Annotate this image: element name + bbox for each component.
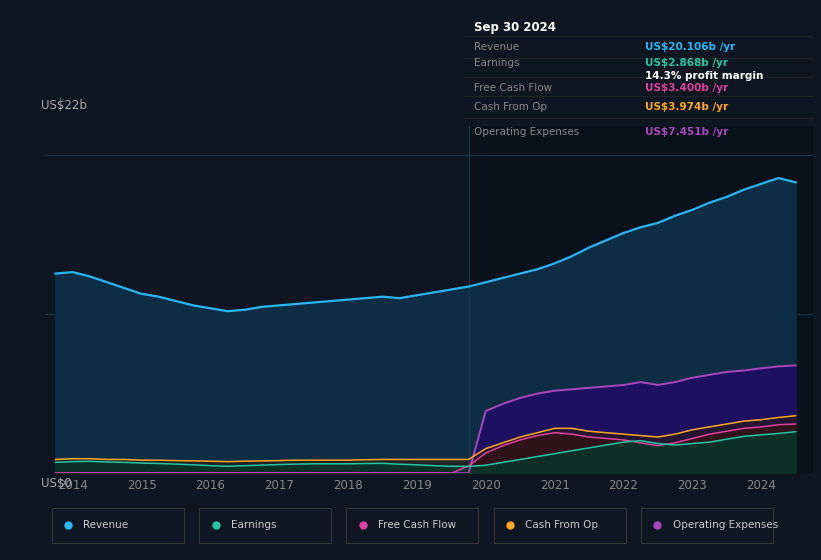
Bar: [469, 126, 813, 473]
Text: US$7.451b /yr: US$7.451b /yr: [645, 127, 728, 137]
Text: Revenue: Revenue: [84, 520, 129, 530]
Text: Free Cash Flow: Free Cash Flow: [378, 520, 456, 530]
Text: US$22b: US$22b: [41, 99, 87, 112]
Text: Operating Expenses: Operating Expenses: [672, 520, 777, 530]
Text: Earnings: Earnings: [475, 58, 520, 68]
Text: Revenue: Revenue: [475, 42, 520, 52]
Text: Earnings: Earnings: [231, 520, 276, 530]
Text: Operating Expenses: Operating Expenses: [475, 127, 580, 137]
Text: Sep 30 2024: Sep 30 2024: [475, 21, 557, 34]
Text: Cash From Op: Cash From Op: [525, 520, 599, 530]
Text: US$3.974b /yr: US$3.974b /yr: [645, 102, 728, 112]
Text: US$0: US$0: [41, 477, 72, 489]
Text: US$20.106b /yr: US$20.106b /yr: [645, 42, 736, 52]
Text: Free Cash Flow: Free Cash Flow: [475, 83, 553, 93]
Text: Cash From Op: Cash From Op: [475, 102, 548, 112]
Text: US$3.400b /yr: US$3.400b /yr: [645, 83, 728, 93]
Text: US$2.868b /yr: US$2.868b /yr: [645, 58, 728, 68]
Text: 14.3% profit margin: 14.3% profit margin: [645, 71, 764, 81]
